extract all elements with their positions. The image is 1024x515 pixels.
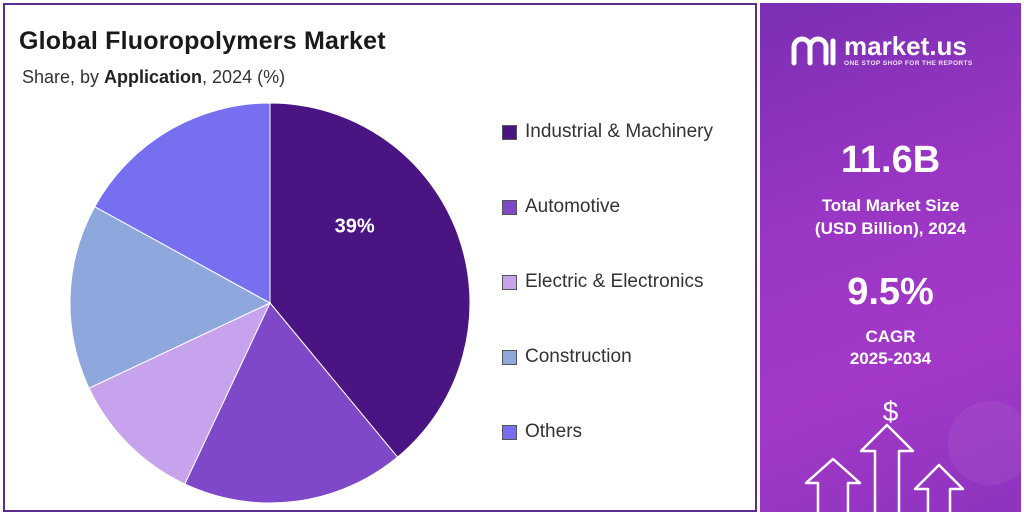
legend-item: Others <box>502 417 582 447</box>
legend-swatch <box>502 349 517 365</box>
dollar-icon: $ <box>882 396 899 427</box>
brand: market.us ONE STOP SHOP FOR THE REPORTS <box>790 33 973 67</box>
legend-swatch <box>502 124 517 140</box>
brand-logo-icon <box>791 36 836 66</box>
brand-tagline: ONE STOP SHOP FOR THE REPORTS <box>844 60 973 67</box>
legend-item: Industrial & Machinery <box>502 117 713 147</box>
legend-label: Automotive <box>525 196 621 217</box>
brand-name: market.us <box>844 31 967 61</box>
legend-label: Others <box>525 421 583 442</box>
legend-swatch <box>502 424 517 440</box>
cagr-label-2: 2025-2034 <box>849 349 932 368</box>
pie-slice-industrial-machinery <box>269 102 471 458</box>
legend-item: Automotive <box>502 192 620 222</box>
legend-item: Construction <box>502 342 632 372</box>
subtitle-emphasis: Application <box>104 67 203 87</box>
legend-label: Electric & Electronics <box>525 271 704 292</box>
chart-subtitle: Share, by Application, 2024 (%) <box>22 67 285 88</box>
up-arrow-icon <box>804 401 1021 512</box>
pie-slice-construction <box>69 205 272 389</box>
pie-slice-electric-electronics <box>88 301 272 485</box>
market-size-label-2: (USD Billion), 2024 <box>814 219 967 238</box>
subtitle-prefix: Share, by <box>22 67 105 87</box>
subtitle-suffix: , 2024 (%) <box>202 67 286 87</box>
summary-panel: market.us ONE STOP SHOP FOR THE REPORTS … <box>760 3 1021 512</box>
market-size-value: 11.6B <box>840 139 941 181</box>
pie-slice-others <box>94 102 271 304</box>
chart-panel: Global Fluoropolymers Market Share, by A… <box>3 3 757 512</box>
legend-label: Industrial & Machinery <box>525 121 713 142</box>
pie-slice-automotive <box>184 302 399 504</box>
pie-data-label: 39% <box>335 216 375 238</box>
cagr-value: 9.5% <box>847 271 934 313</box>
legend-item: Electric & Electronics <box>502 267 703 297</box>
legend-swatch <box>502 199 517 215</box>
pie-chart: 39% <box>69 102 471 504</box>
chart-title: Global Fluoropolymers Market <box>19 27 386 55</box>
legend-swatch <box>502 274 517 290</box>
cagr-label-1: CAGR <box>865 327 916 346</box>
market-size-label-1: Total Market Size <box>821 196 960 215</box>
legend-label: Construction <box>525 346 632 367</box>
